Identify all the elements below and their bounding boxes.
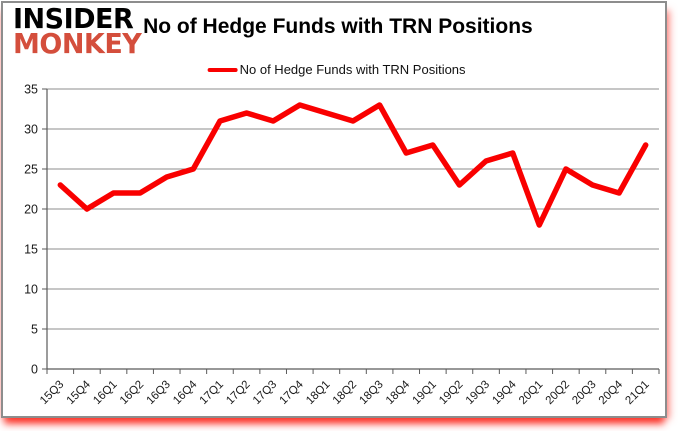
x-tick-label: 15Q3 <box>38 379 66 407</box>
x-tick-label: 16Q4 <box>171 378 200 407</box>
y-tick-label: 15 <box>24 243 38 257</box>
y-tick-label: 30 <box>24 123 38 137</box>
x-tick-label: 17Q2 <box>224 379 252 407</box>
x-tick-label: 15Q4 <box>65 378 94 407</box>
logo-line-monkey: MONKEY <box>13 29 142 61</box>
chart-card: INSIDER MONKEY No of Hedge Funds with TR… <box>1 1 667 418</box>
x-tick-label: 21Q1 <box>623 379 651 407</box>
y-tick-label: 20 <box>24 203 38 217</box>
x-tick-label: 18Q1 <box>304 379 332 407</box>
x-tick-label: 17Q1 <box>198 379 226 407</box>
x-tick-label: 20Q2 <box>544 379 572 407</box>
y-tick-label: 25 <box>24 163 38 177</box>
y-tick-label: 35 <box>24 83 38 97</box>
x-tick-label: 20Q4 <box>597 378 626 407</box>
x-tick-label: 16Q3 <box>144 379 172 407</box>
x-tick-label: 18Q3 <box>357 379 385 407</box>
x-tick-label: 19Q3 <box>464 379 492 407</box>
chart-title: No of Hedge Funds with TRN Positions <box>143 15 533 38</box>
x-tick-label: 19Q2 <box>437 379 465 407</box>
y-tick-label: 5 <box>31 323 38 337</box>
x-tick-label: 16Q2 <box>118 379 146 407</box>
insider-monkey-logo: INSIDER MONKEY <box>13 3 142 61</box>
x-tick-label: 18Q4 <box>384 378 413 407</box>
legend-label: No of Hedge Funds with TRN Positions <box>239 62 466 77</box>
logo-line-insider: INSIDER <box>13 3 134 36</box>
hedge-funds-line-series <box>57 102 649 228</box>
legend: No of Hedge Funds with TRN Positions <box>207 62 466 77</box>
y-tick-label: 10 <box>24 283 38 297</box>
y-tick-label: 0 <box>31 363 38 377</box>
x-tick-label: 19Q1 <box>411 379 439 407</box>
legend-line-swatch <box>207 67 238 72</box>
x-tick-label: 19Q4 <box>490 378 519 407</box>
x-tick-label: 20Q3 <box>570 379 598 407</box>
x-tick-label: 18Q2 <box>331 379 359 407</box>
x-tick-label: 17Q3 <box>251 379 279 407</box>
chart-svg: 0510152025303515Q315Q416Q116Q216Q316Q417… <box>24 83 660 407</box>
x-tick-label: 16Q1 <box>91 379 119 407</box>
x-tick-label: 20Q1 <box>517 379 545 407</box>
x-tick-label: 17Q4 <box>278 378 307 407</box>
